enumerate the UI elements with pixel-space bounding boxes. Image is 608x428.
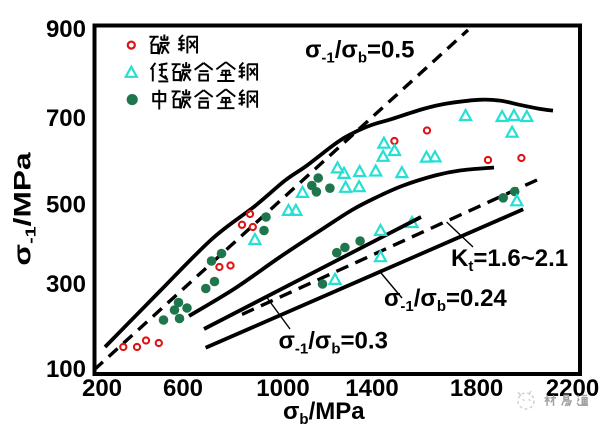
svg-text:σb/MPa: σb/MPa <box>283 398 365 428</box>
svg-text:500: 500 <box>46 191 86 218</box>
svg-text:200: 200 <box>82 375 122 402</box>
svg-text:100: 100 <box>46 356 86 383</box>
svg-text:1000: 1000 <box>256 375 309 402</box>
svg-text:700: 700 <box>46 105 86 132</box>
svg-text:σ-1/σb=0.24: σ-1/σb=0.24 <box>384 285 507 315</box>
svg-text:600: 600 <box>163 375 203 402</box>
svg-text:300: 300 <box>46 271 86 298</box>
svg-text:σ-1/σb=0.5: σ-1/σb=0.5 <box>305 37 414 67</box>
svg-text:1800: 1800 <box>450 375 503 402</box>
svg-text:1400: 1400 <box>345 375 398 402</box>
svg-text:σ-1/σb=0.3: σ-1/σb=0.3 <box>279 328 388 358</box>
svg-text:900: 900 <box>46 16 86 43</box>
svg-text:σ-1/MPa: σ-1/MPa <box>9 152 39 266</box>
svg-text:Kt=1.6~2.1: Kt=1.6~2.1 <box>451 245 568 275</box>
